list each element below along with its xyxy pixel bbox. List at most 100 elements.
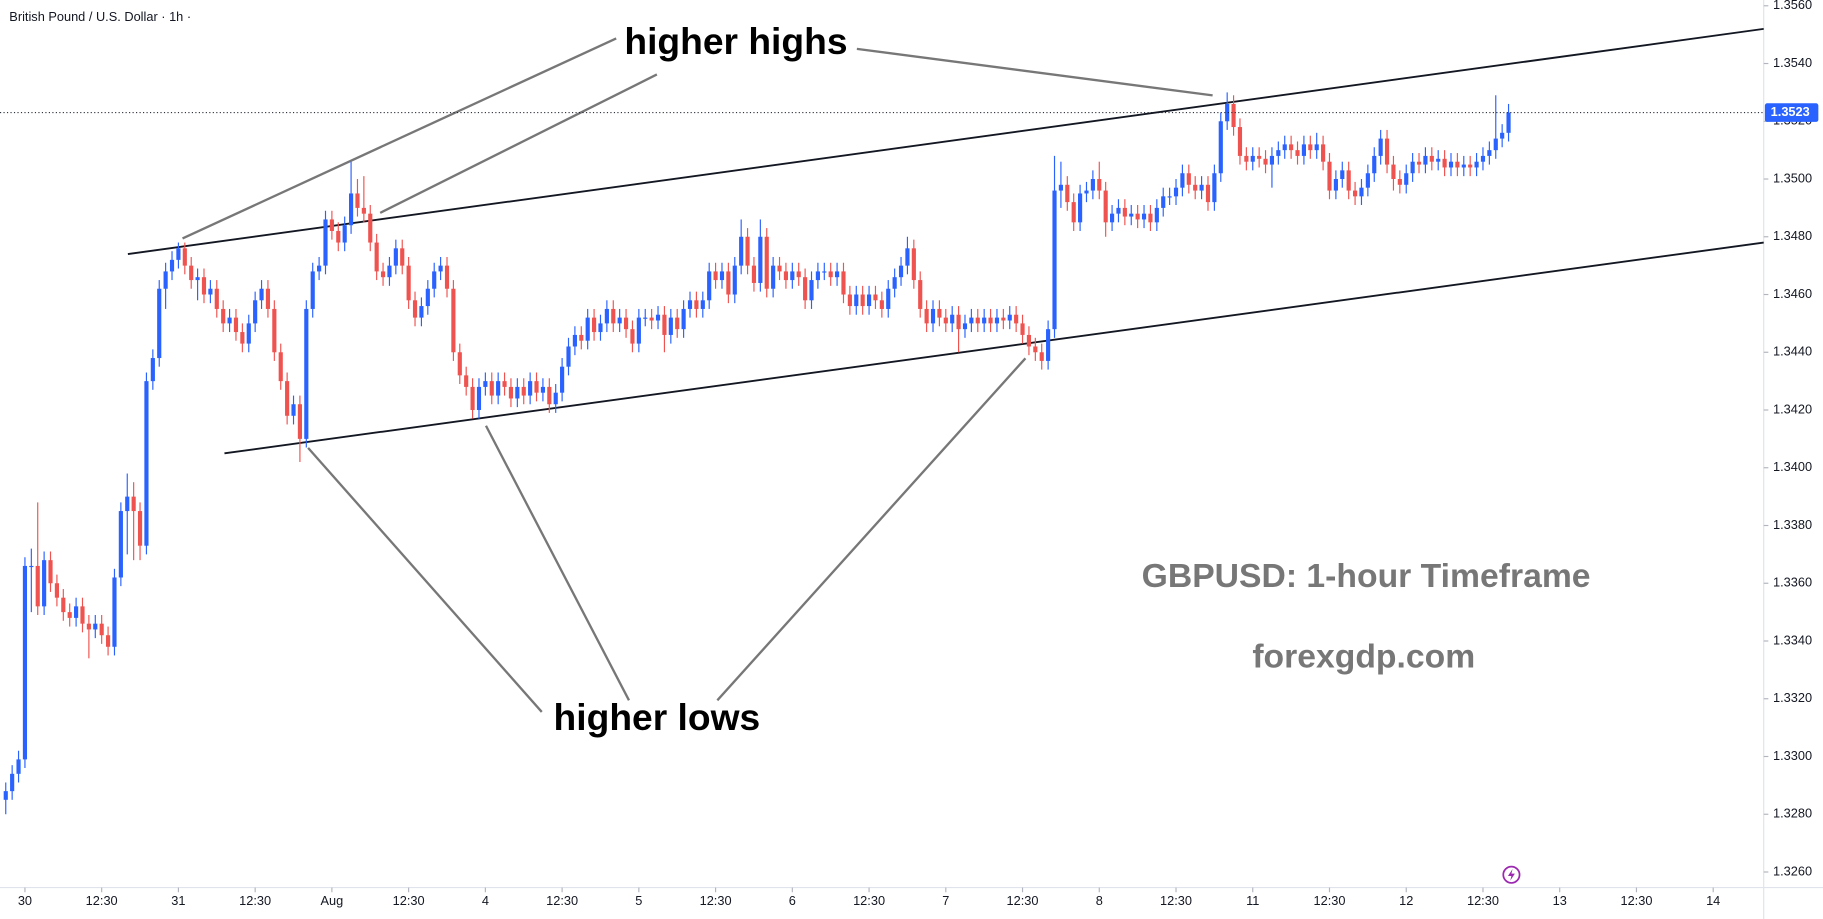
candle-body bbox=[898, 265, 904, 278]
candle-body bbox=[521, 386, 526, 396]
candle-body bbox=[687, 300, 693, 309]
candle-body bbox=[1014, 314, 1019, 324]
y-tick-label: 1.3380 bbox=[1773, 517, 1812, 532]
candle-body bbox=[1257, 155, 1262, 159]
x-tick-label: 12:30 bbox=[1467, 893, 1499, 908]
candle-body bbox=[99, 623, 104, 636]
candle-body bbox=[1033, 346, 1038, 353]
candle-body bbox=[1001, 317, 1006, 321]
candle-body bbox=[1295, 150, 1300, 156]
candle-body bbox=[1487, 150, 1492, 156]
candle-body bbox=[1058, 184, 1063, 191]
candle-body bbox=[444, 265, 450, 289]
candle-body bbox=[892, 277, 897, 289]
last-price-label: 1.3523 bbox=[1771, 104, 1810, 119]
candle-body bbox=[1269, 155, 1275, 165]
candle-body bbox=[847, 294, 852, 307]
candle-body bbox=[675, 317, 680, 330]
x-tick-label: 12:30 bbox=[853, 893, 885, 908]
candle-body bbox=[1327, 161, 1332, 191]
watermark: forexgdp.com bbox=[1252, 637, 1475, 675]
trend-line bbox=[127, 27, 1764, 256]
candle-body bbox=[1180, 173, 1185, 188]
candle-body bbox=[1397, 179, 1402, 185]
candle-body bbox=[662, 314, 667, 335]
candle-body bbox=[278, 352, 283, 382]
candle-body bbox=[611, 308, 616, 324]
x-tick-label: Aug bbox=[321, 893, 344, 908]
candle-body bbox=[1333, 179, 1338, 191]
candle-body bbox=[105, 635, 111, 647]
candle-body bbox=[1506, 112, 1511, 133]
x-tick-label: 12:30 bbox=[1007, 893, 1039, 908]
candle-body bbox=[387, 265, 392, 278]
candle-body bbox=[764, 236, 769, 289]
candle-body bbox=[751, 265, 757, 283]
candle-body bbox=[16, 759, 21, 774]
candle-body bbox=[777, 265, 782, 272]
candle-body bbox=[227, 317, 232, 324]
candle-body bbox=[86, 623, 91, 630]
candle-body bbox=[342, 225, 347, 243]
candle-body bbox=[655, 314, 661, 321]
candle-body bbox=[169, 259, 175, 272]
candle-body bbox=[745, 236, 750, 266]
candle-body bbox=[1282, 144, 1287, 151]
candle-body bbox=[1384, 138, 1390, 165]
arrow bbox=[484, 425, 631, 701]
candle-body bbox=[285, 381, 290, 416]
candle-body bbox=[815, 271, 820, 281]
candle-body bbox=[349, 193, 354, 226]
candle-body bbox=[1391, 164, 1396, 180]
candle-body bbox=[1199, 184, 1204, 191]
candle-body bbox=[1225, 103, 1230, 122]
candle-body bbox=[483, 381, 488, 387]
alert-icon[interactable] bbox=[1502, 865, 1521, 884]
candle-body bbox=[540, 386, 546, 393]
y-tick-label: 1.3420 bbox=[1773, 401, 1812, 416]
arrow bbox=[182, 37, 617, 240]
candle-body bbox=[368, 213, 373, 243]
y-tick-label: 1.3540 bbox=[1773, 55, 1812, 70]
candle-body bbox=[604, 308, 609, 324]
y-tick-label: 1.3360 bbox=[1773, 575, 1812, 590]
candle-body bbox=[137, 511, 143, 546]
candle-body bbox=[828, 271, 833, 278]
candle-body bbox=[553, 392, 558, 405]
candle-body bbox=[1193, 184, 1198, 191]
candle-body bbox=[726, 271, 731, 295]
candle-body bbox=[380, 271, 386, 278]
candle-body bbox=[623, 317, 629, 330]
candle-body bbox=[1429, 155, 1434, 162]
candle-body bbox=[547, 386, 552, 405]
y-tick-label: 1.3480 bbox=[1773, 228, 1812, 243]
candle-body bbox=[1046, 329, 1051, 361]
candle-body bbox=[1205, 184, 1211, 203]
candle-body bbox=[860, 294, 865, 307]
candle-body bbox=[272, 308, 277, 353]
candle-body bbox=[214, 288, 219, 309]
candle-body bbox=[1065, 184, 1070, 203]
candle-body bbox=[317, 265, 322, 272]
candle-body bbox=[400, 248, 405, 266]
annotation: higher lows bbox=[554, 696, 761, 738]
candle-body bbox=[1173, 187, 1179, 197]
candle-body bbox=[668, 317, 673, 335]
annotation: higher highs bbox=[624, 20, 847, 62]
candle-body bbox=[361, 207, 366, 214]
candle-body bbox=[1237, 127, 1243, 156]
candle-body bbox=[1186, 173, 1191, 185]
y-tick-label: 1.3440 bbox=[1773, 344, 1812, 359]
candle-body bbox=[29, 565, 34, 568]
alert-icon-bolt bbox=[1507, 868, 1515, 881]
x-tick-label: 12:30 bbox=[1160, 893, 1192, 908]
candle-body bbox=[1167, 196, 1172, 198]
candle-body bbox=[975, 317, 980, 324]
candle-body bbox=[374, 242, 379, 272]
y-tick-label: 1.3260 bbox=[1773, 863, 1812, 878]
candle-body bbox=[48, 560, 53, 584]
x-tick-label: 6 bbox=[789, 893, 796, 908]
candle-body bbox=[1289, 144, 1294, 151]
candle-body bbox=[144, 381, 149, 546]
candle-body bbox=[240, 332, 245, 344]
